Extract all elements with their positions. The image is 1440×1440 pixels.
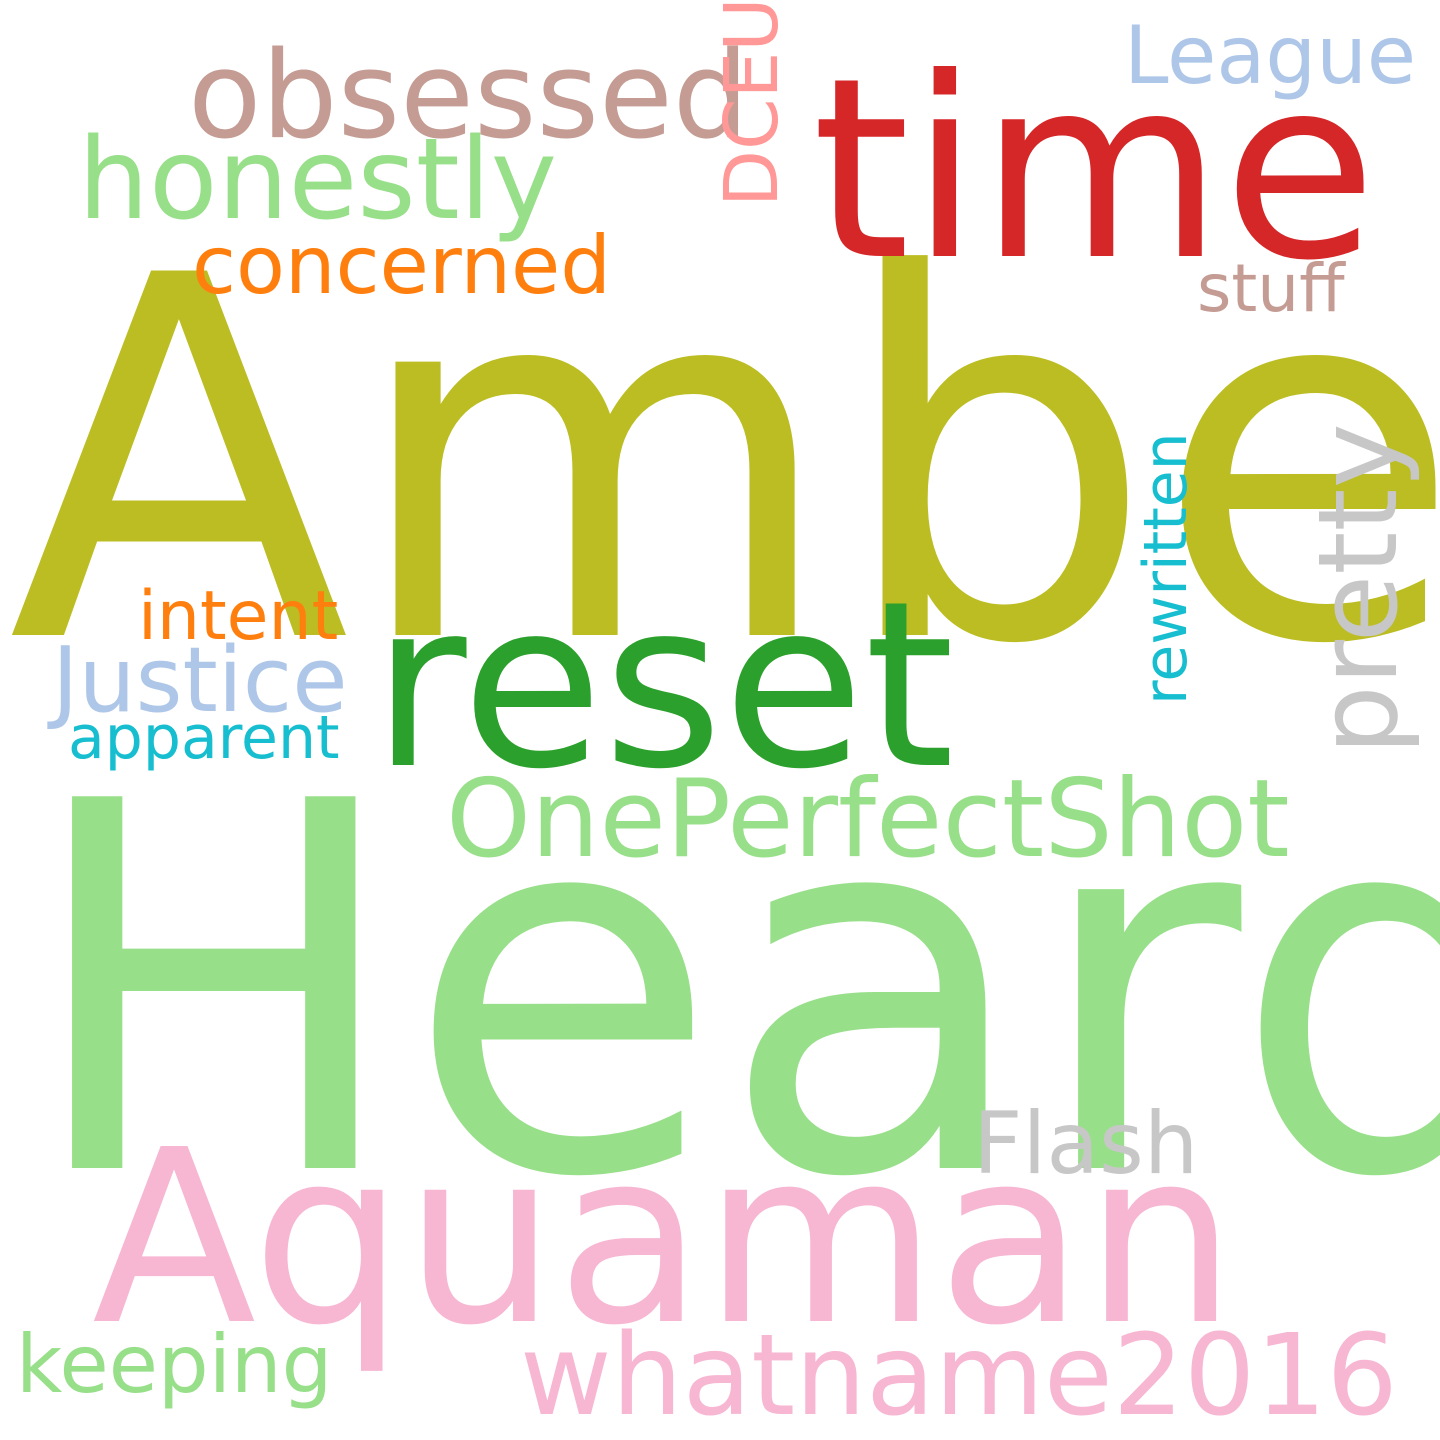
- word-dceu: DCEU: [709, 0, 795, 207]
- word-concerned: concerned: [192, 219, 612, 312]
- word-whatname2016: whatname2016: [520, 1311, 1398, 1440]
- word-rewritten: rewritten: [1131, 432, 1201, 705]
- word-time: time: [812, 24, 1377, 315]
- word-intent: intent: [138, 577, 339, 656]
- word-pretty: pretty: [1294, 423, 1422, 755]
- word-stuff: stuff: [1197, 250, 1345, 327]
- word-aquaman: Aquaman: [92, 1098, 1237, 1378]
- word-amber: Amber: [8, 171, 1440, 753]
- word-league: League: [1124, 9, 1417, 102]
- word-keeping: keeping: [16, 1318, 333, 1411]
- word-oneperfectshot: OnePerfectShot: [446, 757, 1290, 882]
- word-honestly: honestly: [78, 115, 558, 245]
- word-apparent: apparent: [68, 703, 340, 773]
- word-flash: Flash: [973, 1094, 1199, 1194]
- word-justice: Justice: [52, 628, 348, 733]
- word-reset: reset: [372, 553, 955, 820]
- word-heard: Heard: [22, 696, 1440, 1289]
- word-obsessed: obsessed: [188, 27, 749, 166]
